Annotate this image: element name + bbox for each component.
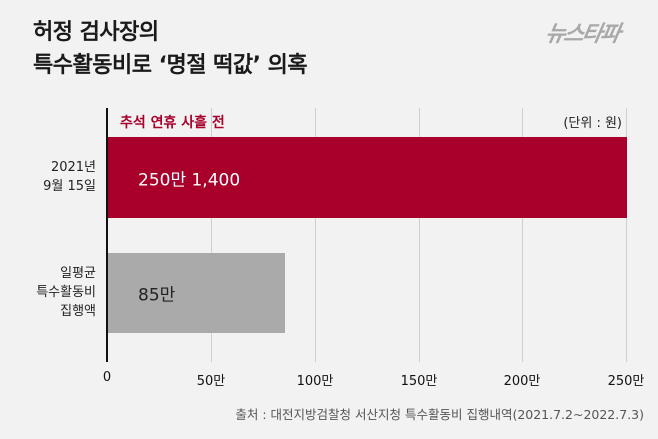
y-axis-line	[106, 108, 108, 362]
category-line: 일평균	[60, 266, 96, 281]
chart-subtitle: 추석 연휴 사흘 전	[120, 115, 225, 131]
x-tick-label: 0	[102, 370, 112, 385]
bar-daily-average: 85만	[108, 253, 285, 333]
category-label-daily-average: 일평균 특수활동비 집행액	[36, 264, 96, 321]
category-line: 2021년	[50, 160, 96, 175]
category-label-sept-15: 2021년 9월 15일	[43, 158, 96, 196]
category-line: 특수활동비	[36, 285, 96, 300]
gridline	[315, 108, 316, 362]
source-note: 출처 : 대전지방검찰청 서산지청 특수활동비 집행내역(2021.7.2~20…	[235, 407, 644, 422]
unit-label: (단위 : 원)	[563, 116, 622, 131]
gridline	[522, 108, 523, 362]
title-line-2: 특수활동비로 ‘명절 떡값’ 의혹	[33, 53, 308, 78]
page-title: 허정 검사장의 특수활동비로 ‘명절 떡값’ 의혹	[33, 16, 308, 82]
category-line: 9월 15일	[43, 179, 96, 194]
title-line-1: 허정 검사장의	[33, 20, 159, 45]
gridline	[211, 108, 212, 362]
x-tick-label: 250만	[607, 374, 645, 389]
gridline	[419, 108, 420, 362]
bar-value-label: 250만 1,400	[138, 170, 241, 190]
x-tick-label: 100만	[296, 374, 334, 389]
gridline	[626, 108, 627, 362]
category-line: 집행액	[60, 304, 96, 319]
x-tick-label: 200만	[503, 374, 541, 389]
x-tick-label: 50만	[196, 374, 226, 389]
x-tick-label: 150만	[400, 374, 438, 389]
bar-value-label: 85만	[138, 285, 176, 306]
bar-sept-15: 250만 1,400	[108, 137, 627, 218]
